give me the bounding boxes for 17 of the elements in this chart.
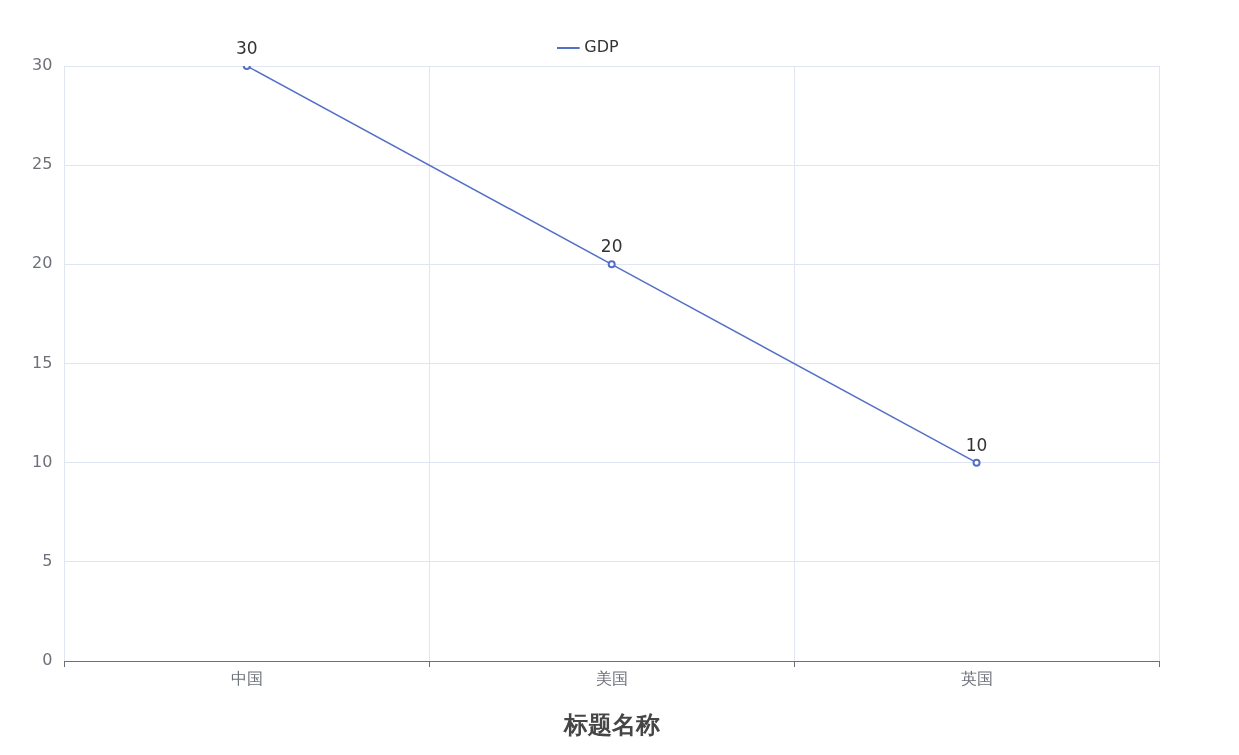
point — [607, 260, 616, 269]
data-label: 30 — [235, 37, 258, 58]
y-tick-label: 5 — [42, 550, 53, 570]
x-tick-label: 美国 — [595, 668, 628, 688]
x-tick-label: 英国 — [960, 668, 993, 688]
y-tick-label: 15 — [32, 352, 53, 372]
y-tick-label: 30 — [32, 55, 53, 75]
data-label: 20 — [600, 236, 623, 257]
legend-label: GDP — [584, 37, 620, 57]
x-axis-title: 标题名称 — [562, 710, 660, 739]
y-tick-label: 20 — [32, 253, 53, 273]
y-tick-label: 25 — [32, 154, 53, 174]
y-tick-label: 10 — [32, 451, 53, 471]
y-tick-label: 0 — [42, 650, 53, 670]
x-tick-label: 中国 — [230, 668, 263, 688]
data-label: 10 — [965, 434, 988, 455]
point — [972, 458, 981, 467]
